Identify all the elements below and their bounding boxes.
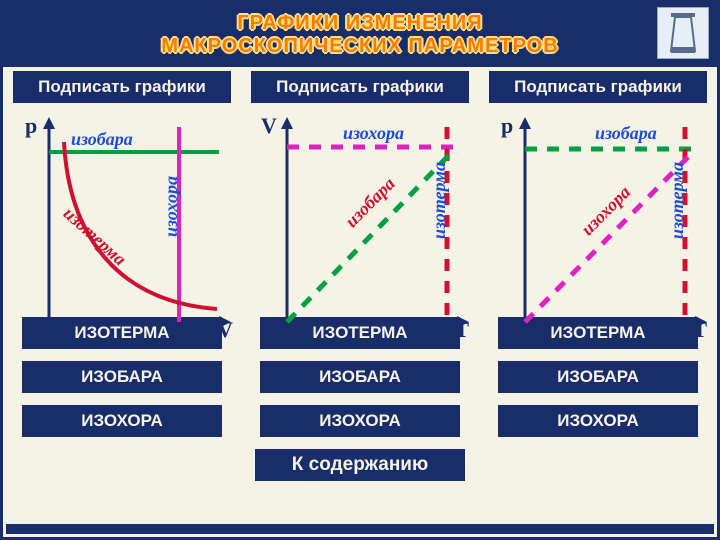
- bottom-strip: [6, 524, 714, 534]
- title-bar: ГРАФИКИ ИЗМЕНЕНИЯ МАКРОСКОПИЧЕСКИХ ПАРАМ…: [3, 3, 717, 67]
- origin-label: 0: [267, 315, 278, 341]
- label-button[interactable]: Подписать графики: [13, 71, 231, 103]
- x-axis-label: V: [217, 317, 233, 343]
- title-line-2: МАКРОСКОПИЧЕСКИХ ПАРАМЕТРОВ: [161, 35, 558, 58]
- column-2: Подписать графики V 0 T изохора: [241, 67, 479, 443]
- isobar-label: изобара: [595, 123, 657, 144]
- origin-label: 0: [505, 315, 516, 341]
- column-1: Подписать графики p 0 V изобара: [3, 67, 241, 443]
- isobar-label: изобара: [71, 129, 133, 150]
- isobar-button[interactable]: ИЗОБАРА: [260, 361, 460, 393]
- isochore-button[interactable]: ИЗОХОРА: [498, 405, 698, 437]
- y-axis-label: V: [261, 113, 277, 139]
- isochore-label: изохора: [161, 176, 182, 237]
- title-line-1: ГРАФИКИ ИЗМЕНЕНИЯ: [237, 12, 482, 35]
- isotherm-label: изотерма: [429, 162, 450, 239]
- x-axis-label: T: [454, 317, 469, 343]
- y-axis-label: p: [501, 113, 513, 139]
- column-3: Подписать графики p 0 T изобара: [479, 67, 717, 443]
- isochore-button[interactable]: ИЗОХОРА: [260, 405, 460, 437]
- label-button[interactable]: Подписать графики: [489, 71, 707, 103]
- chart-pv: p 0 V изобара изохора изотерма: [9, 117, 235, 307]
- to-contents-button[interactable]: К содержанию: [255, 449, 465, 481]
- isochore-button[interactable]: ИЗОХОРА: [22, 405, 222, 437]
- x-axis-label: T: [692, 317, 707, 343]
- chart-vt: V 0 T изохора изотерма изобара: [247, 117, 473, 307]
- isotherm-label: изотерма: [667, 162, 688, 239]
- instrument-icon: [657, 7, 709, 59]
- origin-label: 0: [29, 315, 40, 341]
- chart-pt: p 0 T изобара изотерма изохора: [485, 117, 711, 307]
- isochore-label: изохора: [343, 123, 404, 144]
- footer: К содержанию: [3, 443, 717, 483]
- chart-pv-svg: [9, 117, 235, 337]
- columns: Подписать графики p 0 V изобара: [3, 67, 717, 443]
- page: ГРАФИКИ ИЗМЕНЕНИЯ МАКРОСКОПИЧЕСКИХ ПАРАМ…: [0, 0, 720, 540]
- y-axis-label: p: [25, 113, 37, 139]
- isobar-button[interactable]: ИЗОБАРА: [22, 361, 222, 393]
- isobar-button[interactable]: ИЗОБАРА: [498, 361, 698, 393]
- label-button[interactable]: Подписать графики: [251, 71, 469, 103]
